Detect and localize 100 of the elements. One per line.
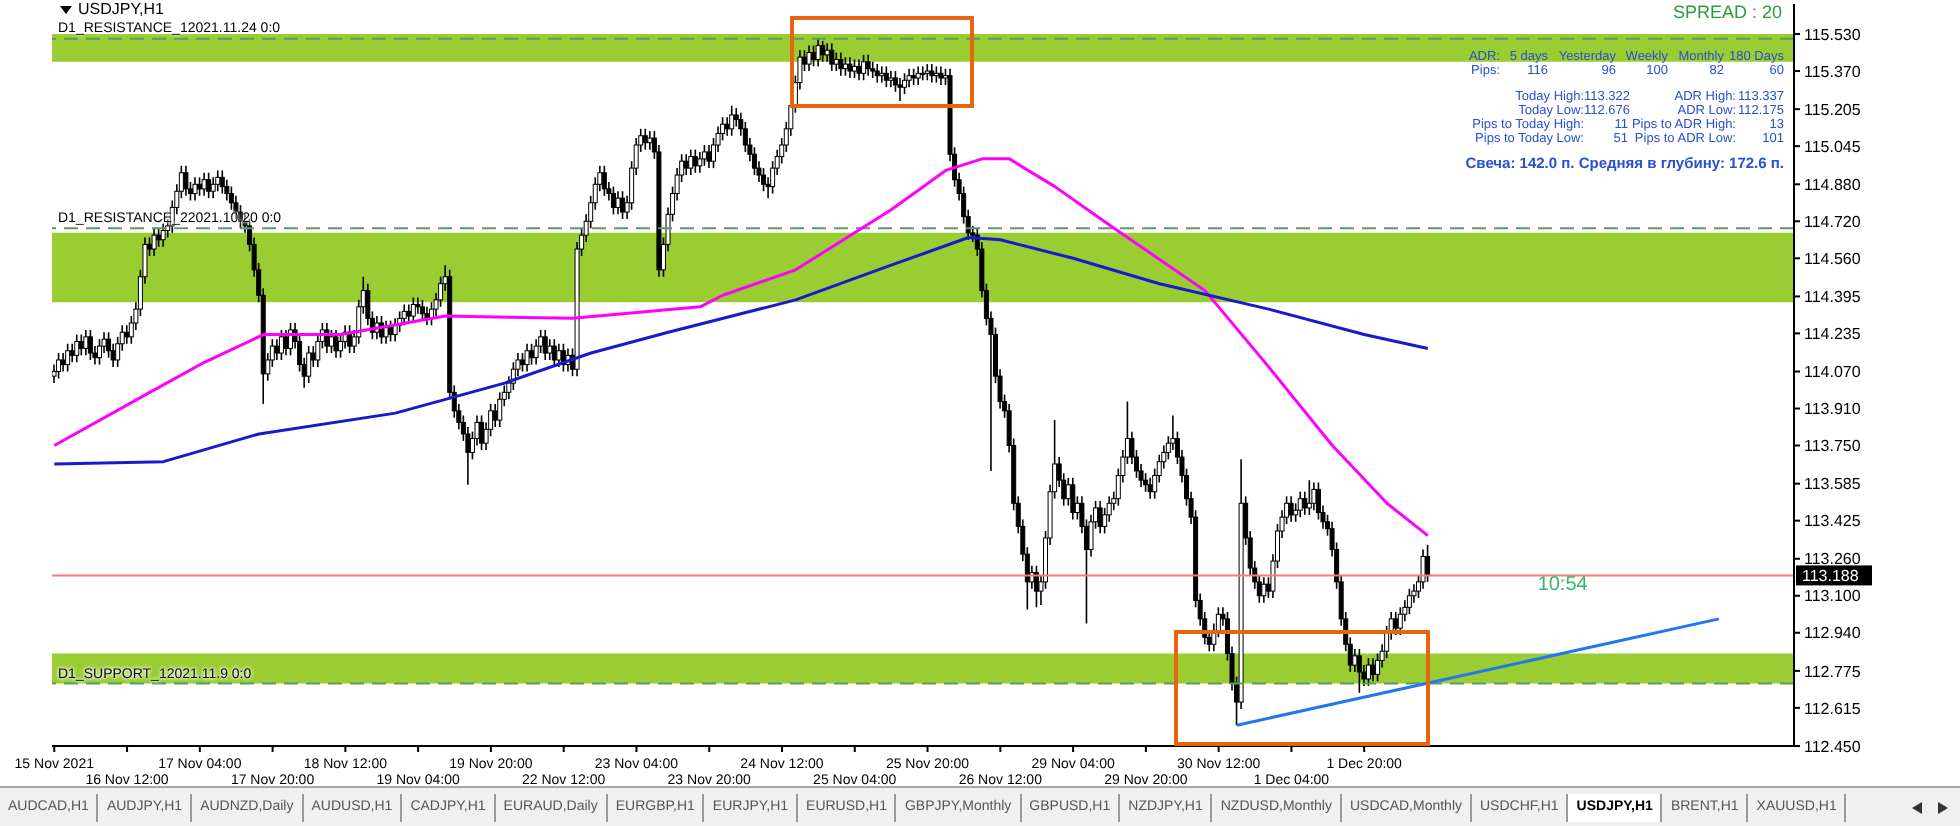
candlestick <box>228 185 234 211</box>
y-tick-label: 113.260 <box>1804 550 1862 569</box>
candlestick <box>1397 606 1403 636</box>
candlestick <box>1261 576 1267 604</box>
y-tick-label: 112.615 <box>1804 699 1862 718</box>
candlestick <box>1306 479 1312 516</box>
candlestick <box>838 51 844 77</box>
candlestick <box>647 130 653 151</box>
candlestick <box>524 342 530 373</box>
candlestick <box>83 329 89 357</box>
candlestick <box>902 72 908 95</box>
y-tick-label: 114.560 <box>1804 249 1862 268</box>
candlestick <box>733 107 739 128</box>
candlestick <box>278 329 284 361</box>
y-tick-label: 114.070 <box>1804 363 1862 382</box>
line-series <box>52 235 1430 466</box>
y-tick-label: 115.530 <box>1804 25 1862 44</box>
y-tick-label: 115.370 <box>1804 62 1862 81</box>
candlestick <box>551 338 557 368</box>
y-tick-label: 114.880 <box>1804 175 1862 194</box>
candlestick <box>1288 495 1294 523</box>
y-tick-label: 112.940 <box>1804 624 1862 643</box>
candlestick <box>338 333 344 359</box>
y-tick-label: 114.720 <box>1804 212 1862 231</box>
candlestick <box>274 338 280 361</box>
candlestick <box>419 299 425 322</box>
candlestick <box>865 54 871 77</box>
candlestick <box>829 42 835 72</box>
candlestick <box>820 40 826 63</box>
candlestick <box>151 227 157 257</box>
candlestick <box>847 56 853 79</box>
candlestick <box>415 296 421 315</box>
candlestick <box>87 329 93 361</box>
candlestick <box>806 44 812 72</box>
candlestick <box>815 37 821 68</box>
y-tick-label: 112.775 <box>1804 662 1862 681</box>
candlestick <box>542 329 548 361</box>
candlestick <box>156 227 162 248</box>
candlestick <box>751 146 757 176</box>
candlestick <box>219 169 225 195</box>
candlestick <box>1070 477 1076 521</box>
candlestick <box>888 70 894 89</box>
candlestick <box>729 104 735 137</box>
candlestick <box>547 338 553 361</box>
candlestick <box>96 338 102 366</box>
candlestick <box>1147 477 1153 500</box>
candlestick <box>206 171 212 199</box>
candlestick <box>883 65 889 89</box>
y-tick-label: 113.585 <box>1804 475 1862 494</box>
candlestick <box>1425 544 1431 583</box>
candlestick <box>856 58 862 82</box>
annotation: 10:54 <box>1537 573 1588 596</box>
candlestick <box>761 167 767 193</box>
y-tick-label: 113.425 <box>1804 512 1862 531</box>
candlestick <box>742 121 748 153</box>
candlestick <box>1375 652 1381 683</box>
candlestick <box>406 303 412 324</box>
candlestick <box>688 148 694 176</box>
candlestick <box>65 342 71 373</box>
candlestick <box>1315 481 1321 521</box>
chart-title: USDJPY,H1 <box>78 0 164 18</box>
candlestick <box>874 63 880 84</box>
annotation: SPREAD : 20 <box>1672 2 1782 22</box>
y-tick-label: 115.045 <box>1804 137 1862 156</box>
candlestick <box>1356 648 1362 694</box>
y-tick-label: 113.750 <box>1804 437 1862 456</box>
candlestick <box>1406 588 1412 616</box>
candlestick <box>601 165 607 197</box>
y-tick-label: 113.910 <box>1804 400 1862 419</box>
candlestick <box>424 306 430 327</box>
candlestick <box>106 331 112 359</box>
candlestick <box>615 190 621 216</box>
candlestick <box>1365 657 1371 687</box>
candlestick <box>915 65 921 86</box>
candlestick <box>1370 657 1376 683</box>
line-series <box>52 157 1430 538</box>
candlestick <box>920 65 926 82</box>
candlestick <box>556 342 562 368</box>
candlestick <box>701 144 707 167</box>
candlestick <box>210 176 216 199</box>
candlestick <box>56 352 62 380</box>
candlestick <box>306 345 312 384</box>
candlestick <box>410 296 416 324</box>
y-tick-label: 113.100 <box>1804 587 1862 606</box>
candlestick <box>215 169 221 193</box>
y-tick-label: 115.205 <box>1804 100 1862 119</box>
candlestick <box>1311 481 1317 512</box>
candlestick <box>1393 611 1399 636</box>
candlestick <box>533 338 539 366</box>
candlestick <box>938 65 944 86</box>
candlestick <box>924 63 930 82</box>
candlestick <box>861 54 867 82</box>
candlestick <box>879 65 885 84</box>
candlestick <box>60 352 66 373</box>
candlestick <box>906 67 912 89</box>
candlestick <box>383 319 389 345</box>
candlestick <box>892 70 898 93</box>
y-tick-label: 112.450 <box>1804 737 1862 756</box>
candlestick <box>283 329 289 357</box>
y-tick-label: 114.235 <box>1804 325 1862 344</box>
